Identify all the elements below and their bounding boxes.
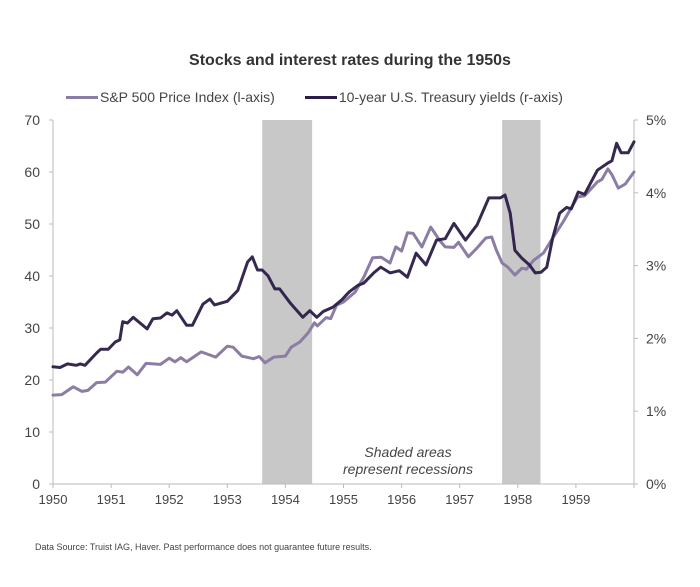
right-axis-tick-label: 4% (646, 185, 666, 201)
left-axis-tick-label: 30 (24, 320, 40, 336)
legend-item-sp500: S&P 500 Price Index (l-axis) (66, 89, 275, 105)
recession-band (262, 120, 313, 484)
legend-item-treasury: 10-year U.S. Treasury yields (r-axis) (304, 89, 563, 105)
left-axis-tick-label: 70 (24, 112, 40, 128)
x-axis-tick-label: 1959 (561, 492, 590, 507)
x-axis-tick-label: 1956 (387, 492, 416, 507)
series-line-sp500 (51, 167, 636, 397)
left-axis-tick-label: 20 (24, 372, 40, 388)
x-axis-tick-label: 1953 (213, 492, 242, 507)
series-line-treasury (51, 140, 636, 369)
left-axis-tick-label: 10 (24, 424, 40, 440)
right-axis-tick-label: 1% (646, 403, 666, 419)
x-axis-tick-label: 1957 (445, 492, 474, 507)
right-axis-tick-label: 3% (646, 258, 666, 274)
x-axis-tick-label: 1950 (39, 492, 68, 507)
recession-band (502, 120, 541, 484)
left-axis-tick-label: 0 (32, 476, 40, 492)
chart-title: Stocks and interest rates during the 195… (189, 52, 511, 69)
x-axis-tick-label: 1951 (97, 492, 126, 507)
x-axis-tick-label: 1952 (155, 492, 184, 507)
legend: S&P 500 Price Index (l-axis) 10-year U.S… (66, 89, 563, 105)
right-axis-tick-label: 5% (646, 112, 666, 128)
left-axis-tick-label: 40 (24, 268, 40, 284)
legend-swatch-treasury (304, 95, 337, 99)
recession-annotation: represent recessions (343, 461, 473, 477)
left-axis-tick-label: 50 (24, 216, 40, 232)
left-axis-tick-label: 60 (24, 164, 40, 180)
legend-label-sp500: S&P 500 Price Index (l-axis) (100, 89, 275, 105)
x-axis-tick-label: 1954 (271, 492, 300, 507)
right-axis-tick-label: 2% (646, 330, 666, 346)
legend-label-treasury: 10-year U.S. Treasury yields (r-axis) (338, 89, 563, 105)
legend-swatch-sp500 (66, 95, 98, 99)
recession-annotation: Shaded areas (364, 444, 451, 460)
data-source-note: Data Source: Truist IAG, Haver. Past per… (35, 542, 372, 552)
x-axis-tick-label: 1955 (329, 492, 358, 507)
x-axis-tick-label: 1958 (503, 492, 532, 507)
right-axis-tick-label: 0% (646, 476, 666, 492)
